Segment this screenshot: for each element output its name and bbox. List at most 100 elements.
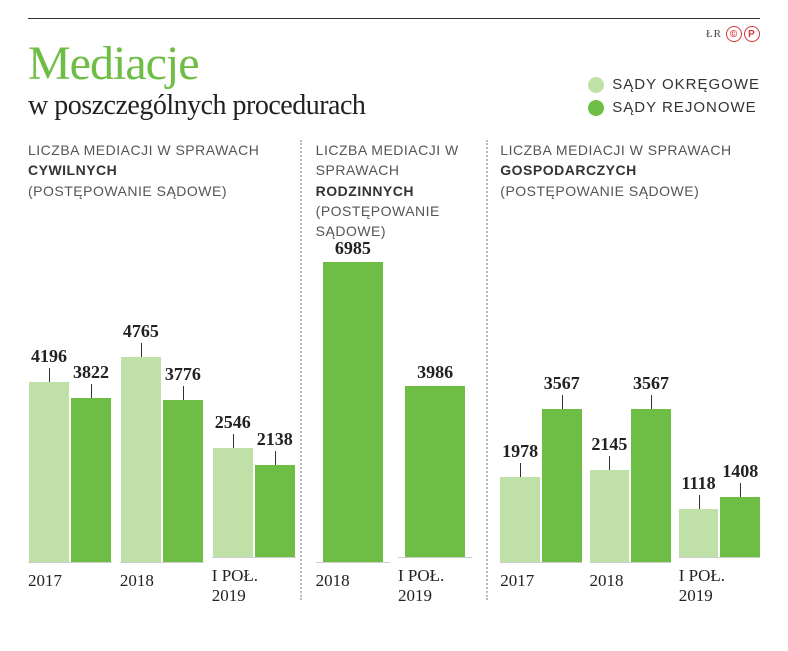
panel-title-bold: RODZINNYCH <box>316 183 414 199</box>
x-axis-label: I POŁ.2019 <box>679 558 760 607</box>
bars: 11181408 <box>679 258 760 558</box>
bar: 2138 <box>255 465 295 557</box>
bar-tick <box>740 483 741 497</box>
bar-wrap: 4196 <box>29 382 69 562</box>
legend: SĄDY OKRĘGOWE SĄDY REJONOWE <box>588 76 760 122</box>
bar: 1978 <box>500 477 540 562</box>
x-axis-label: I POŁ.2019 <box>398 558 472 607</box>
bars: 25462138 <box>212 258 296 558</box>
bars: 47653776 <box>120 263 204 563</box>
chart-area: 698520183986I POŁ.2019 <box>316 258 473 607</box>
bar-tick <box>49 368 50 382</box>
bar-wrap: 3776 <box>163 400 203 562</box>
panel-title: LICZBA MEDIACJI W SPRAWACH CYWILNYCH (POST… <box>28 140 296 250</box>
credit-block: ŁR © P <box>706 26 760 42</box>
bar: 2145 <box>590 470 630 562</box>
year-group: 3986I POŁ.2019 <box>398 258 472 607</box>
bar-wrap: 6985 <box>323 262 383 562</box>
legend-item-rejonowe: SĄDY REJONOWE <box>588 99 760 116</box>
legend-label: SĄDY REJONOWE <box>612 99 756 116</box>
year-group: 11181408I POŁ.2019 <box>679 258 760 607</box>
bar-value-label: 4196 <box>31 346 67 367</box>
x-axis-label: 2018 <box>120 563 204 607</box>
bar: 3822 <box>71 398 111 562</box>
bar-wrap: 2138 <box>255 465 295 557</box>
bar-wrap: 1118 <box>679 509 719 557</box>
bar-value-label: 2145 <box>591 434 627 455</box>
bar-value-label: 3567 <box>544 373 580 394</box>
bar-value-label: 3986 <box>417 362 453 383</box>
bar-tick <box>183 386 184 400</box>
panel-title-post: (POSTĘPOWANIE SĄDOWE) <box>500 183 699 199</box>
panel-0: LICZBA MEDIACJI W SPRAWACH CYWILNYCH (POST… <box>28 140 296 600</box>
bar-tick <box>275 451 276 465</box>
bar: 3986 <box>405 386 465 557</box>
panel-title-bold: GOSPODARCZYCH <box>500 162 636 178</box>
panel-title-post: (POSTĘPOWANIE SĄDOWE) <box>316 203 440 239</box>
bar-tick <box>233 434 234 448</box>
bar-wrap: 2145 <box>590 470 630 562</box>
year-group: 69852018 <box>316 263 390 607</box>
bar-wrap: 1978 <box>500 477 540 562</box>
bar-tick <box>141 343 142 357</box>
title-main: Mediacje <box>28 40 588 88</box>
bar-wrap: 2546 <box>213 448 253 557</box>
bar-wrap: 3567 <box>631 409 671 562</box>
bar-value-label: 1118 <box>682 473 716 494</box>
header: Mediacje w poszczególnych procedurach SĄ… <box>28 40 760 122</box>
year-group: 476537762018 <box>120 263 204 607</box>
panel-title-pre: LICZBA MEDIACJI W SPRAWACH <box>316 142 459 178</box>
bar-wrap: 3822 <box>71 398 111 562</box>
panel-title-post: (POSTĘPOWANIE SĄDOWE) <box>28 183 227 199</box>
bar-wrap: 3986 <box>405 386 465 557</box>
bar-wrap: 3567 <box>542 409 582 562</box>
top-rule <box>28 18 760 19</box>
bars: 21453567 <box>590 263 671 563</box>
bar-tick <box>520 463 521 477</box>
credit-badges: © P <box>726 26 760 42</box>
bar-tick <box>91 384 92 398</box>
x-axis-label: 2017 <box>500 563 581 607</box>
x-axis-label: 2018 <box>316 563 390 607</box>
title-sub: w poszczególnych procedurach <box>28 90 588 122</box>
bar: 2546 <box>213 448 253 557</box>
bar: 4196 <box>29 382 69 562</box>
panel-title: LICZBA MEDIACJI W SPRAWACH RODZINNYCH (POS… <box>316 140 473 250</box>
legend-dot-light <box>588 77 604 93</box>
year-group: 25462138I POŁ.2019 <box>212 258 296 607</box>
bar-wrap: 1408 <box>720 497 760 557</box>
chart-area: 19783567201721453567201811181408I POŁ.20… <box>500 258 760 607</box>
credit-author: ŁR <box>706 28 722 40</box>
bar: 3776 <box>163 400 203 562</box>
bars: 41963822 <box>28 263 112 563</box>
panels: LICZBA MEDIACJI W SPRAWACH CYWILNYCH (POST… <box>28 140 760 600</box>
panel-title-pre: LICZBA MEDIACJI W SPRAWACH <box>500 142 731 158</box>
copyright-icon: © <box>726 26 742 42</box>
bar-value-label: 1978 <box>502 441 538 462</box>
bar: 6985 <box>323 262 383 562</box>
bar: 1118 <box>679 509 719 557</box>
bar-tick <box>651 395 652 409</box>
chart-area: 41963822201747653776201825462138I POŁ.20… <box>28 258 296 607</box>
x-axis-label: I POŁ.2019 <box>212 558 296 607</box>
panel-title: LICZBA MEDIACJI W SPRAWACH GOSPODARCZYCH (… <box>500 140 760 250</box>
bar-value-label: 3567 <box>633 373 669 394</box>
bar-value-label: 3776 <box>165 364 201 385</box>
p-icon: P <box>744 26 760 42</box>
panel-1: LICZBA MEDIACJI W SPRAWACH RODZINNYCH (POS… <box>300 140 489 600</box>
bar: 3567 <box>631 409 671 562</box>
x-axis-label: 2018 <box>590 563 671 607</box>
bar-wrap: 4765 <box>121 357 161 562</box>
bars: 6985 <box>316 263 390 563</box>
x-axis-label: 2017 <box>28 563 112 607</box>
year-group: 197835672017 <box>500 263 581 607</box>
legend-dot-dark <box>588 100 604 116</box>
panel-title-pre: LICZBA MEDIACJI W SPRAWACH <box>28 142 259 158</box>
panel-title-bold: CYWILNYCH <box>28 162 117 178</box>
year-group: 419638222017 <box>28 263 112 607</box>
legend-label: SĄDY OKRĘGOWE <box>612 76 760 93</box>
bar-value-label: 1408 <box>722 461 758 482</box>
bars: 3986 <box>398 258 472 558</box>
bar: 4765 <box>121 357 161 562</box>
year-group: 214535672018 <box>590 263 671 607</box>
